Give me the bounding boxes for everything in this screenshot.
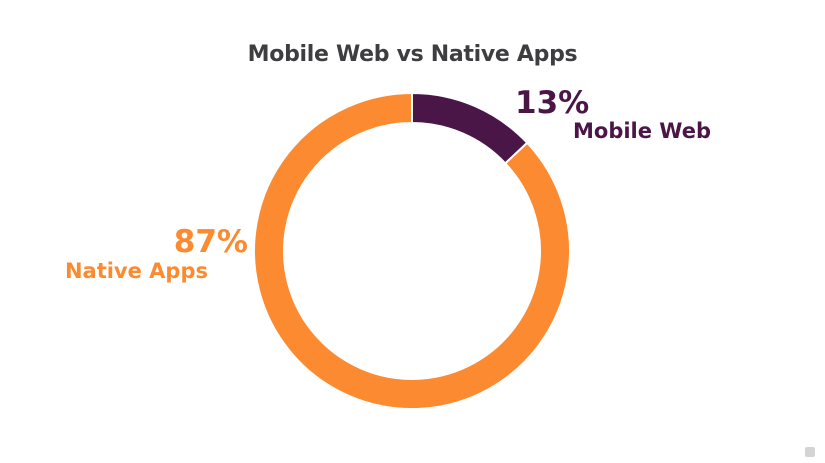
slice-label-mobile-web: Mobile Web bbox=[573, 119, 711, 143]
donut-slice-mobile-web bbox=[411, 91, 529, 165]
donut-slice-native-apps bbox=[253, 91, 571, 410]
watermark bbox=[805, 447, 815, 457]
udemy-logo-icon bbox=[805, 447, 815, 457]
chart-title: Mobile Web vs Native Apps bbox=[247, 42, 578, 67]
slice-percent-native-apps: 87% bbox=[174, 224, 248, 260]
slice-percent-mobile-web: 13% bbox=[515, 85, 589, 121]
slice-label-native-apps: Native Apps bbox=[65, 259, 208, 283]
